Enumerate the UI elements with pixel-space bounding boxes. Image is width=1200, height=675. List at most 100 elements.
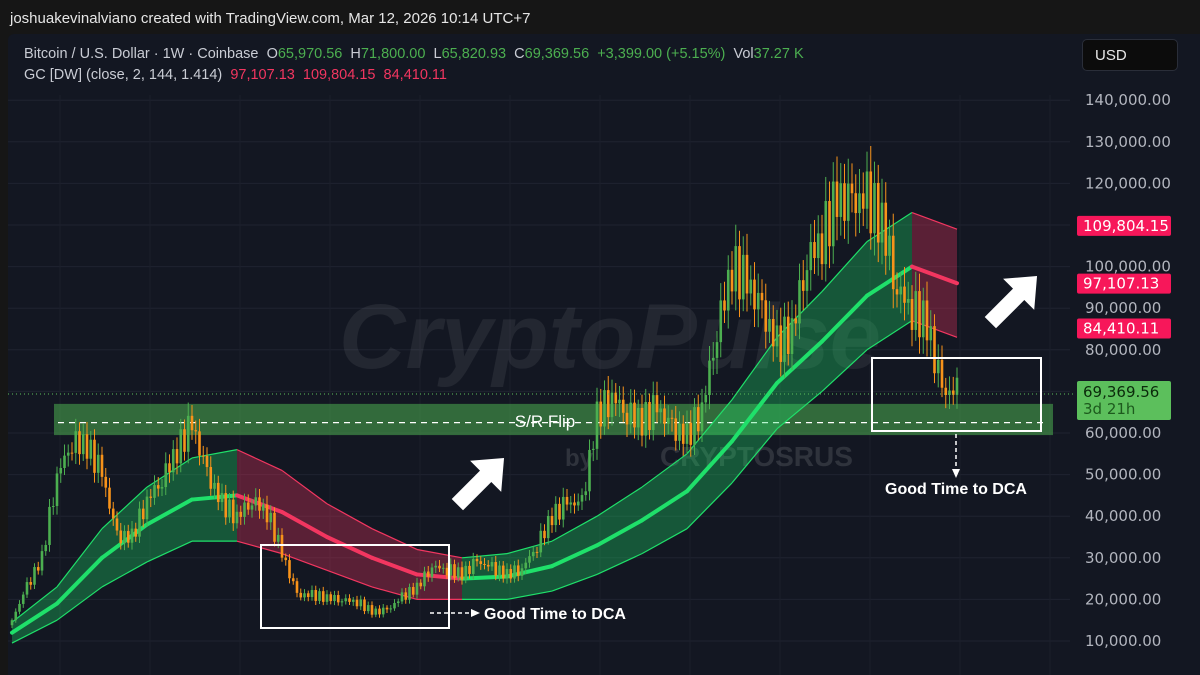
candle-body [355,599,359,607]
chart-panel[interactable] [8,34,1200,675]
candle-body [329,594,333,602]
candle-body [741,254,745,300]
candle-body [711,357,715,361]
close-label: C [514,46,525,62]
candle-body [93,439,96,473]
candle-body [149,496,153,498]
candle-body [363,599,366,612]
candle-body [895,289,899,295]
volume-value: 37.27 K [753,46,804,62]
up-right-arrow-icon [451,457,505,511]
candle-body [348,598,351,602]
candle-body [426,571,430,577]
arrow-head-icon [471,609,480,617]
band-upper [11,586,58,623]
candle-body [303,593,306,598]
candle-body [333,595,336,602]
sr-flip-label: S/R Flip [515,412,575,431]
candle-body [460,567,464,580]
y-tick-label: 30,000.00 [1085,549,1161,567]
candle-body [389,608,393,610]
candle-body [108,487,111,509]
candle-body [955,377,959,395]
band-lower [326,569,373,588]
change-value: +3,399.00 (+5.15%) [597,46,726,62]
band-upper [731,336,778,401]
band-lower [596,553,643,575]
band-upper [416,548,463,559]
candle-body [850,183,854,194]
band-upper [911,211,958,230]
candle-body [944,387,948,395]
candle-body [794,318,798,324]
big-arrow-1 [451,457,505,511]
candle-body [520,568,524,576]
band-upper [101,486,148,530]
chart-credit: joshuakevinalviano created with TradingV… [10,10,531,27]
candle-body [145,496,149,520]
candle-body [205,455,209,468]
candle-body [284,557,288,561]
band-fill [57,528,102,621]
candle-body [411,587,415,595]
candle-body [306,593,310,598]
band-mid [145,497,194,527]
y-tick-label: 50,000.00 [1085,466,1161,484]
indicator-mid: 97,107.13 [230,67,295,83]
candle-body [674,418,678,441]
candle-body [648,401,651,431]
candle-body [179,429,183,464]
candle-body [130,528,134,543]
candles [10,145,959,629]
candle-body [606,390,610,418]
band-upper [641,453,688,488]
candle-body [820,233,824,265]
arrow-head-icon [952,469,960,478]
candle-body [809,242,813,271]
y-tick-label: 10,000.00 [1085,632,1161,650]
candle-body [910,298,914,330]
candle-body [415,582,419,595]
candle-body [498,565,501,576]
band-upper [281,469,328,505]
candle-body [783,316,786,362]
candle-body [696,407,700,432]
candle-body [816,233,820,259]
candle-body [198,431,201,456]
candle-body [494,562,498,576]
candle-body [141,508,145,520]
candle-body [175,449,179,464]
candle-body [254,497,258,506]
candle-body [430,567,434,577]
candle-body [771,318,775,347]
candle-body [78,431,81,455]
candle-body [423,571,426,587]
countdown-label: 3d 21h [1083,400,1135,418]
candle-body [779,325,783,362]
candle-body [948,390,951,395]
candle-body [453,564,456,578]
candle-body [899,286,903,295]
candle-body [730,269,734,292]
candle-body [693,407,696,445]
candle-body [123,531,126,544]
candle-body [449,564,453,576]
y-tick-label: 100,000.00 [1085,258,1171,276]
candle-body [216,482,220,503]
candle-body [569,502,573,505]
currency-button[interactable]: USD [1082,39,1178,71]
candle-body [786,316,790,355]
candle-body [291,578,295,582]
candle-body [325,594,329,602]
candle-body [861,193,865,209]
candle-body [261,504,265,511]
candle-body [486,564,490,567]
label-mid-bg [1077,273,1171,294]
candle-body [299,592,303,598]
candle-body [321,591,325,602]
candle-body [183,429,186,452]
candle-body [723,300,726,311]
y-tick-label: 20,000.00 [1085,590,1161,608]
candle-body [318,591,321,601]
